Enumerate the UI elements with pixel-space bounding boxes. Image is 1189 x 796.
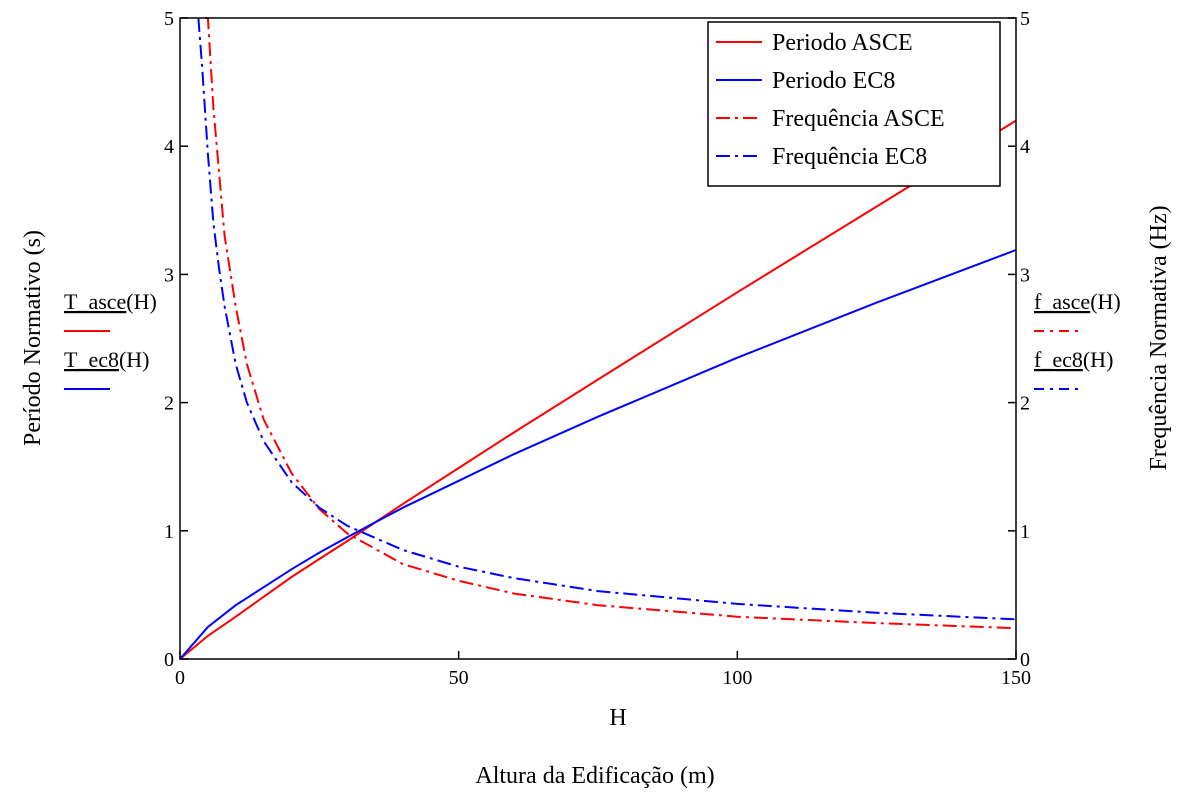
series-line-frequencia-ec8 bbox=[197, 17, 1017, 621]
right-y-tick-label: 2 bbox=[1020, 393, 1030, 415]
left-y-tick-label: 3 bbox=[164, 264, 174, 286]
variable-label-T-asce: T_asce(H) bbox=[64, 289, 157, 314]
legend-label: Frequência EC8 bbox=[772, 144, 927, 170]
left-y-tick-label: 4 bbox=[164, 136, 174, 158]
plot-frame bbox=[179, 17, 1017, 660]
right-y-tick-label: 1 bbox=[1020, 521, 1030, 543]
x-tick-label: 100 bbox=[722, 667, 752, 689]
left-y-tick-label: 0 bbox=[164, 649, 174, 671]
left-y-tick-label: 1 bbox=[164, 521, 174, 543]
legend-label: Periodo ASCE bbox=[772, 30, 913, 56]
variable-label-f-asce: f_asce(H) bbox=[1034, 289, 1121, 314]
right-y-tick-label: 0 bbox=[1020, 649, 1030, 671]
legend: Periodo ASCE Periodo EC8 Frequência ASCE Fr… bbox=[707, 21, 1001, 187]
right-y-tick-label: 4 bbox=[1020, 136, 1030, 158]
right-y-tick-label: 3 bbox=[1020, 264, 1030, 286]
variable-label-T-ec8: T_ec8(H) bbox=[64, 347, 150, 372]
right-y-tick-label: 5 bbox=[1020, 8, 1030, 30]
x-tick-label: 0 bbox=[175, 667, 185, 689]
left-y-axis-title: Período Normativo (s) bbox=[20, 230, 46, 446]
series-line-periodo-asce bbox=[179, 119, 1017, 660]
left-y-tick-label: 5 bbox=[164, 8, 174, 30]
legend-box bbox=[707, 21, 1001, 187]
x-tick-label: 150 bbox=[1001, 667, 1031, 689]
x-variable-label: H bbox=[609, 705, 626, 731]
right-y-axis-title: Frequência Normativa (Hz) bbox=[1146, 205, 1172, 470]
x-axis-title: Altura da Edificação (m) bbox=[475, 763, 714, 789]
variable-labels: T_asce(H) T_ec8(H) f_asce(H) f_ec8(H) bbox=[64, 289, 1121, 390]
legend-label: Frequência ASCE bbox=[772, 106, 945, 132]
variable-label-f-ec8: f_ec8(H) bbox=[1034, 347, 1113, 372]
series-line-periodo-ec8 bbox=[179, 249, 1017, 660]
x-tick-label: 50 bbox=[449, 667, 469, 689]
series-layer bbox=[179, 17, 1017, 660]
axes-layer bbox=[179, 17, 1017, 660]
series-line-frequencia-asce bbox=[205, 17, 1017, 630]
legend-label: Periodo EC8 bbox=[772, 68, 895, 94]
left-y-tick-label: 2 bbox=[164, 393, 174, 415]
